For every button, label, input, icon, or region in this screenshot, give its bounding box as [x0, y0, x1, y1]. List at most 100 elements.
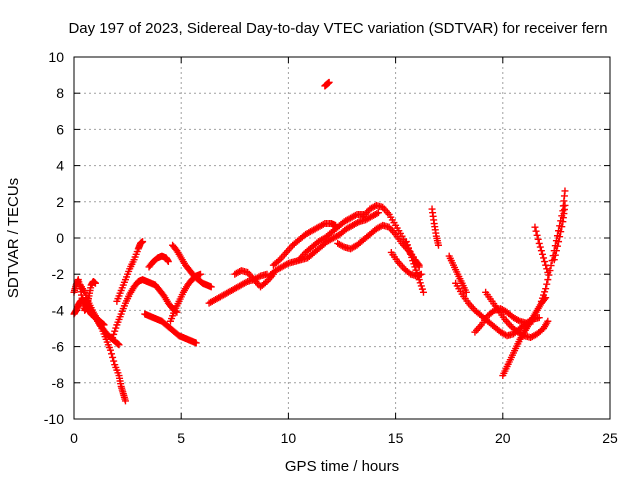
data-point [538, 294, 546, 302]
data-point [544, 317, 552, 325]
data-point [110, 330, 118, 338]
data-point [106, 346, 114, 354]
data-point [115, 341, 123, 349]
y-tick-label: -10 [44, 411, 64, 427]
series-arc14 [269, 220, 340, 269]
data-point [108, 350, 116, 358]
y-tick-label: -2 [52, 266, 65, 282]
data-point [402, 238, 410, 246]
x-tick-labels: 0 5 10 15 20 25 [70, 430, 618, 446]
x-tick-label: 0 [70, 430, 78, 446]
data-point [111, 327, 119, 335]
data-point [537, 297, 545, 305]
data-point [408, 253, 416, 261]
data-point [261, 279, 269, 287]
data-point [514, 316, 522, 324]
y-tick-label: 0 [56, 230, 64, 246]
data-point [536, 243, 544, 251]
data-point [409, 257, 417, 265]
data-point [398, 232, 406, 240]
data-point [354, 219, 362, 227]
data-point [532, 227, 540, 235]
data-point [196, 270, 204, 278]
y-tick-label: 8 [56, 85, 64, 101]
data-point [412, 266, 420, 274]
data-point [557, 228, 565, 236]
data-point [544, 268, 552, 276]
data-point [406, 247, 414, 255]
data-point [410, 260, 418, 268]
data-point [419, 288, 427, 296]
data-point [91, 279, 99, 287]
data-point [543, 280, 551, 288]
data-point [541, 258, 549, 266]
data-point [255, 273, 263, 281]
data-point [319, 220, 327, 228]
data-point [556, 233, 564, 241]
data-point [416, 279, 424, 287]
data-point [543, 265, 551, 273]
data-point [558, 223, 566, 231]
data-point [561, 187, 569, 195]
data-point [537, 247, 545, 255]
data-point [417, 282, 425, 290]
data-point [192, 339, 200, 347]
data-point [533, 231, 541, 239]
data-point [538, 250, 546, 258]
series-arc28 [550, 201, 569, 264]
series-arc3 [76, 281, 129, 405]
data-point [109, 334, 117, 342]
data-point [531, 223, 539, 231]
x-tick-label: 20 [495, 430, 511, 446]
series-arc7 [141, 310, 200, 347]
data-point [407, 250, 415, 258]
series-arc18 [387, 248, 425, 280]
data-point [110, 357, 118, 365]
data-point [561, 201, 569, 209]
data-point [351, 211, 359, 219]
y-tick-label: -4 [52, 302, 65, 318]
series-arc27 [531, 223, 552, 276]
data-point [542, 261, 550, 269]
data-point [462, 288, 470, 296]
x-tick-label: 5 [177, 430, 185, 446]
chart-title: Day 197 of 2023, Sidereal Day-to-day VTE… [68, 20, 607, 37]
data-point [373, 210, 381, 218]
data-point [404, 244, 412, 252]
data-points [70, 78, 569, 405]
data-point [542, 285, 550, 293]
data-point [551, 251, 559, 259]
data-point [121, 397, 129, 405]
series-arc11 [205, 270, 271, 307]
data-point [541, 288, 549, 296]
data-point [418, 285, 426, 293]
data-point [534, 235, 542, 243]
y-tick-label: 10 [48, 49, 64, 65]
grid-layer [74, 57, 610, 419]
x-axis-label: GPS time / hours [285, 458, 399, 475]
data-point [413, 269, 421, 277]
data-point [283, 260, 291, 268]
series-arc20 [428, 205, 442, 249]
plot-frame [73, 56, 611, 420]
data-point [550, 256, 558, 264]
y-tick-label: 2 [56, 194, 64, 210]
y-axis-label: SDTVAR / TECUs [5, 178, 22, 298]
x-tick-label: 25 [602, 430, 618, 446]
data-point [540, 291, 548, 299]
series-arc8 [145, 252, 172, 271]
series-arc6 [109, 276, 181, 342]
data-point [553, 242, 561, 250]
y-tick-label: 6 [56, 121, 64, 137]
data-point [339, 242, 347, 250]
data-point [555, 238, 563, 246]
series-arc9 [169, 241, 215, 291]
series-arc5 [113, 238, 147, 305]
data-point [535, 314, 543, 322]
series-outlier [321, 78, 333, 90]
series-arc24 [482, 288, 552, 342]
data-point [109, 353, 117, 361]
y-tick-labels: -10 -8 -6 -4 -2 0 2 4 6 8 10 [44, 49, 64, 427]
data-point [112, 324, 120, 332]
